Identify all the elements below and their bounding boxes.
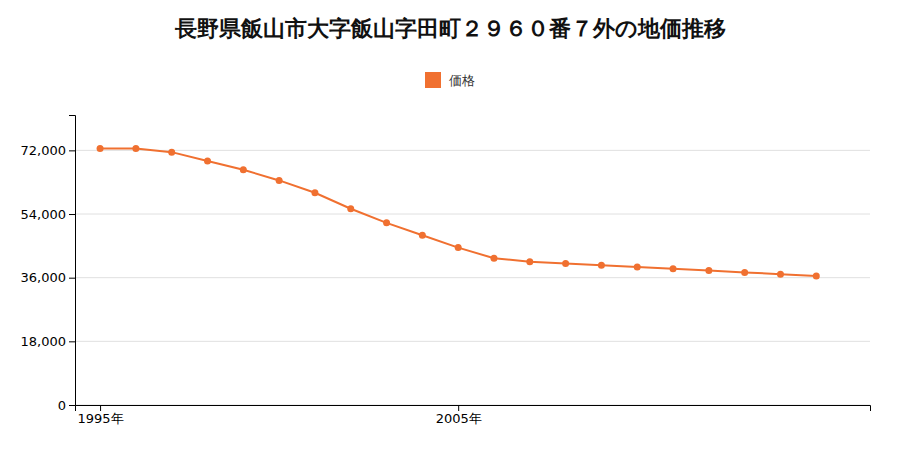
point	[168, 149, 175, 156]
line	[100, 149, 816, 276]
y-tick-mark	[69, 405, 75, 406]
point	[204, 157, 211, 164]
legend-label: 価格	[449, 73, 475, 88]
x-tick-label: 2005年	[436, 411, 482, 426]
x-axis-line	[76, 406, 871, 412]
point	[455, 244, 462, 251]
point	[598, 262, 605, 269]
y-axis-line	[69, 116, 76, 406]
y-tick-label: 36,000	[21, 270, 67, 285]
point	[97, 145, 104, 152]
point	[670, 265, 677, 272]
point	[634, 264, 641, 271]
marks	[97, 145, 820, 279]
point	[562, 260, 569, 267]
grid	[75, 150, 870, 405]
x-tick: 1995年	[78, 405, 124, 426]
grid-line	[75, 214, 870, 215]
chart: 長野県飯山市大字飯山字田町２９６０番７外の地価推移 1995年 2005年 0 18,0…	[0, 0, 900, 450]
point	[741, 269, 748, 276]
y-tick: 72,000	[21, 143, 76, 158]
y-tick-mark	[69, 150, 75, 151]
y-tick-label: 54,000	[21, 207, 67, 222]
grid-line	[75, 150, 870, 151]
point	[813, 272, 820, 279]
point	[490, 255, 497, 262]
x-axis: 1995年 2005年	[76, 405, 871, 426]
point	[705, 267, 712, 274]
y-tick: 54,000	[21, 207, 76, 222]
point	[240, 166, 247, 173]
y-tick-label: 72,000	[21, 143, 67, 158]
y-tick-label: 18,000	[21, 334, 67, 349]
y-tick-mark	[69, 214, 75, 215]
point	[311, 189, 318, 196]
x-tick-mark	[458, 405, 459, 411]
y-tick-mark	[69, 341, 75, 342]
title: 長野県飯山市大字飯山字田町２９６０番７外の地価推移	[174, 16, 726, 41]
point	[526, 258, 533, 265]
y-tick-label: 0	[58, 398, 66, 413]
grid-line	[75, 277, 870, 278]
x-tick-mark	[100, 405, 101, 411]
legend-swatch	[425, 72, 441, 88]
y-tick: 18,000	[21, 334, 76, 349]
x-tick-label: 1995年	[78, 411, 124, 426]
legend-item: 価格	[425, 72, 475, 88]
point	[383, 219, 390, 226]
y-tick: 36,000	[21, 270, 76, 285]
grid-line	[75, 341, 870, 342]
point	[132, 145, 139, 152]
point	[276, 177, 283, 184]
y-axis: 0 18,000 36,000 54,000 72,000	[21, 116, 76, 413]
point	[347, 205, 354, 212]
x-tick: 2005年	[436, 405, 482, 426]
point	[419, 232, 426, 239]
y-tick: 0	[58, 398, 75, 413]
legend: 価格	[425, 72, 475, 88]
plot: 1995年 2005年 0 18,000 36,000 54,000 72,000	[21, 116, 871, 427]
y-tick-mark	[69, 278, 75, 279]
chart-container: 長野県飯山市大字飯山字田町２９６０番７外の地価推移 1995年 2005年 0 18,0…	[0, 0, 900, 450]
point	[777, 271, 784, 278]
